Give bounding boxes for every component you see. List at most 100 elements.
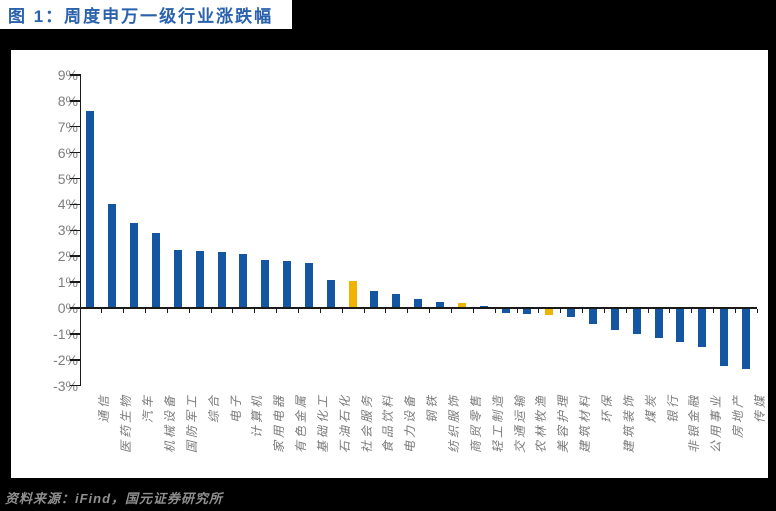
x-axis-category-label: 有色金属 (294, 393, 309, 454)
x-axis-category-label: 汽车 (141, 393, 156, 424)
y-axis-tick (70, 100, 80, 102)
y-axis-label: 9% (57, 66, 78, 83)
bar (392, 293, 401, 308)
bar (195, 251, 204, 308)
x-axis-category-label: 机械设备 (162, 393, 177, 454)
x-axis-category-label: 公用事业 (709, 393, 724, 454)
source-note: 资料来源：iFind，国元证券研究所 (5, 491, 224, 506)
x-axis-category-label: 煤炭 (643, 393, 658, 424)
y-axis-label: 1% (57, 274, 78, 291)
x-axis-tick (494, 309, 496, 313)
bar (326, 279, 335, 308)
bar (654, 308, 663, 338)
y-axis-label: 5% (57, 170, 78, 187)
x-axis-tick (407, 309, 409, 313)
bar (545, 308, 554, 315)
x-axis-category-label: 农林牧渔 (534, 393, 549, 454)
bar (698, 308, 707, 347)
x-axis-category-label: 国防军工 (184, 393, 199, 454)
x-axis-tick (145, 309, 147, 313)
figure-title-bar: 图 1：周度申万一级行业涨跌幅 (0, 0, 292, 29)
bar (108, 204, 117, 308)
bar (523, 308, 532, 314)
bar (501, 308, 510, 314)
x-axis-tick (472, 309, 474, 313)
chart-panel: 9% 8% 7% 6% 5% 4% 3% 2% 1% 0% -1% -2% -3% 通信 医药生物 汽车 机械设… (11, 50, 768, 478)
y-axis-label: 8% (57, 92, 78, 109)
bar (370, 291, 379, 308)
y-axis-label: 3% (57, 222, 78, 239)
y-axis-label: 2% (57, 248, 78, 265)
x-axis-tick (625, 309, 627, 313)
bar (239, 253, 248, 308)
x-axis-tick (691, 309, 693, 313)
y-axis-tick (70, 384, 80, 387)
x-axis-tick (713, 309, 715, 313)
x-axis-category-label: 计算机 (250, 393, 265, 439)
y-axis-tick (70, 229, 80, 232)
x-axis-tick (647, 309, 649, 313)
x-axis-category-label: 家用电器 (272, 393, 287, 454)
x-axis-tick (516, 309, 518, 313)
y-axis-tick (70, 151, 80, 154)
bar (436, 302, 445, 308)
x-axis-tick (538, 309, 540, 313)
x-axis-tick (166, 309, 168, 313)
y-axis-label: -1% (53, 325, 78, 342)
x-axis-category-label: 纺织服饰 (447, 393, 462, 454)
x-axis-tick (582, 309, 584, 313)
bar (720, 308, 729, 367)
bar (173, 249, 182, 308)
x-axis-tick (276, 309, 278, 313)
x-axis-tick (319, 309, 321, 313)
bar (414, 298, 423, 308)
y-axis-tick (70, 359, 80, 361)
x-axis-tick (210, 309, 212, 313)
bar (261, 260, 270, 308)
x-axis-tick (363, 309, 365, 313)
y-axis-tick (70, 281, 80, 283)
y-axis-tick (70, 333, 80, 335)
x-axis-category-label: 轻工制造 (490, 393, 505, 454)
bar (741, 308, 750, 369)
x-axis-category-label: 综合 (206, 393, 221, 424)
x-axis-category-label: 传媒 (752, 393, 767, 424)
x-axis-tick (560, 309, 562, 313)
y-axis-label: 6% (57, 144, 78, 161)
x-axis-category-label: 电子 (228, 393, 243, 424)
x-axis-category-label: 社会服务 (359, 393, 374, 454)
x-axis-category-label: 商贸零售 (468, 393, 483, 454)
y-axis-tick (70, 74, 80, 76)
x-axis-category-label: 石油石化 (337, 393, 352, 454)
x-axis-tick (669, 309, 671, 313)
x-axis-tick (756, 309, 758, 313)
bar (151, 232, 160, 308)
y-axis (79, 73, 81, 386)
x-axis-category-label: 通信 (97, 393, 112, 424)
bar (588, 308, 597, 324)
bar (610, 308, 619, 330)
y-axis-tick (70, 255, 80, 257)
x-axis-tick (232, 309, 234, 313)
bar-chart: 9% 8% 7% 6% 5% 4% 3% 2% 1% 0% -1% -2% -3% 通信 医药生物 汽车 机械设… (11, 50, 768, 478)
x-axis-tick (101, 309, 103, 313)
x-axis-tick (254, 309, 256, 313)
bar (86, 111, 95, 308)
x-axis-category-label: 交通运输 (512, 393, 527, 454)
x-axis-tick (188, 309, 190, 313)
y-axis-tick (70, 203, 80, 206)
bar (283, 261, 292, 308)
x-axis-category-label: 电力设备 (403, 393, 418, 454)
x-axis-category-label: 建筑材料 (578, 393, 593, 454)
bar (479, 305, 488, 308)
bar (130, 222, 139, 308)
y-axis-label: -2% (53, 351, 78, 368)
y-axis-label: 7% (57, 118, 78, 135)
y-axis-tick (70, 177, 80, 180)
x-axis-category-label: 银行 (665, 393, 680, 424)
x-axis-category-label: 美容护理 (556, 393, 571, 454)
x-axis-tick (79, 309, 81, 313)
y-axis-tick (70, 125, 80, 128)
bar (457, 302, 466, 308)
